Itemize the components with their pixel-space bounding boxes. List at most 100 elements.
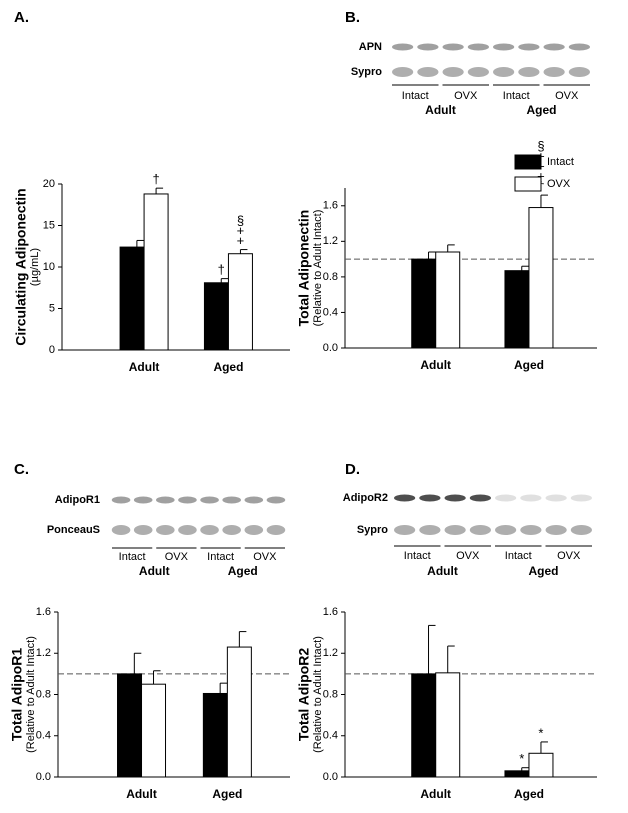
bar (227, 253, 253, 351)
blot-lane-label: Intact (505, 550, 532, 562)
blot-band (444, 494, 466, 502)
blot-row-label: Sypro (351, 66, 382, 78)
y-axis-label: Total AdipoR2 (296, 648, 312, 742)
y-tick-label: 1.2 (323, 235, 338, 247)
y-axis-label: Total AdipoR1 (9, 648, 25, 742)
blot-band (568, 43, 590, 51)
blot-lane-label: Intact (404, 550, 431, 562)
blot-band (442, 67, 464, 77)
bar (528, 752, 554, 778)
annotation: + (237, 233, 245, 248)
x-tick-label: Aged (514, 787, 544, 801)
blot-band (469, 525, 491, 535)
bar (504, 270, 530, 349)
y-tick-label: 0.8 (323, 688, 338, 700)
bar (528, 207, 554, 349)
blot-row-label: Sypro (357, 524, 388, 536)
blot-band (467, 67, 489, 77)
annotation: § (237, 213, 244, 228)
bar (504, 770, 530, 778)
y-tick-label: 1.6 (36, 606, 51, 618)
blot-band (394, 525, 416, 535)
bar (119, 246, 145, 351)
bar (411, 258, 437, 349)
y-axis-label: Circulating Adiponectin (13, 188, 29, 345)
legend-label: Intact (547, 156, 574, 168)
blot-lane-label: OVX (253, 551, 277, 563)
y-tick-label: 0.0 (36, 771, 51, 783)
x-tick-label: Aged (213, 360, 243, 374)
blot-band (266, 525, 286, 535)
blot-group-label: Adult (427, 564, 458, 578)
blot-band (493, 67, 515, 77)
bar (143, 193, 169, 351)
y-tick-label: 5 (49, 302, 55, 314)
legend-swatch (514, 154, 542, 170)
y-axis-sublabel: (Relative to Adult Intact) (25, 636, 37, 753)
y-tick-label: 20 (43, 178, 55, 190)
blot-band (133, 496, 153, 504)
blot-band (266, 496, 286, 504)
blot-row-label: APN (359, 41, 382, 53)
blot-band (417, 67, 439, 77)
blot-group-label: Adult (425, 103, 456, 117)
blot-band (200, 525, 219, 535)
bar (435, 251, 461, 349)
blot-band (545, 494, 567, 502)
x-tick-label: Aged (514, 358, 544, 372)
bar (141, 683, 167, 778)
legend-label: OVX (547, 178, 571, 190)
y-tick-label: 0.4 (323, 306, 338, 318)
bar (226, 646, 252, 778)
blot-band (520, 525, 542, 535)
x-tick-label: Adult (420, 787, 451, 801)
y-tick-label: 0.0 (323, 342, 338, 354)
legend-swatch (514, 176, 542, 192)
blot-band (570, 525, 592, 535)
blot-band (568, 67, 590, 77)
blot-lane-label: OVX (557, 550, 581, 562)
blot-band (518, 67, 540, 77)
blot-group-label: Adult (139, 564, 170, 578)
bar (117, 673, 143, 778)
y-tick-label: 15 (43, 219, 55, 231)
blot-band (543, 43, 565, 51)
y-tick-label: 1.6 (323, 200, 338, 212)
blot-lane-label: Intact (402, 90, 429, 102)
blot-band (156, 525, 175, 535)
y-tick-label: 1.6 (323, 606, 338, 618)
blot-row-label: AdipoR1 (55, 494, 100, 506)
blot-band (520, 494, 542, 502)
blot-band (469, 494, 491, 502)
blot-band (200, 496, 219, 504)
blot-band (467, 43, 489, 51)
panel-label: A. (14, 9, 29, 26)
blot-band (419, 494, 441, 502)
annotation: * (538, 725, 543, 740)
y-tick-label: 1.2 (323, 647, 338, 659)
blot-band (495, 525, 517, 535)
blot-group-label: Aged (527, 103, 557, 117)
y-tick-label: 0.4 (323, 730, 338, 742)
y-axis-label: Total Adiponectin (296, 210, 312, 327)
blot-band (444, 525, 466, 535)
annotation: § (537, 139, 544, 154)
panel-label: D. (345, 461, 360, 478)
y-tick-label: 0.0 (323, 771, 338, 783)
blot-band (394, 494, 416, 502)
blot-group-label: Aged (529, 564, 559, 578)
y-tick-label: 10 (43, 261, 55, 273)
blot-band (545, 525, 567, 535)
blot-row-label: PonceauS (47, 524, 100, 536)
panel-label: B. (345, 9, 360, 26)
blot-lane-label: Intact (503, 90, 530, 102)
blot-band (419, 525, 441, 535)
blot-band (222, 496, 241, 504)
annotation: * (519, 751, 524, 766)
blot-band (111, 525, 131, 535)
y-tick-label: 0.4 (36, 730, 51, 742)
panel-label: C. (14, 461, 29, 478)
blot-band (570, 494, 592, 502)
blot-band (495, 494, 517, 502)
